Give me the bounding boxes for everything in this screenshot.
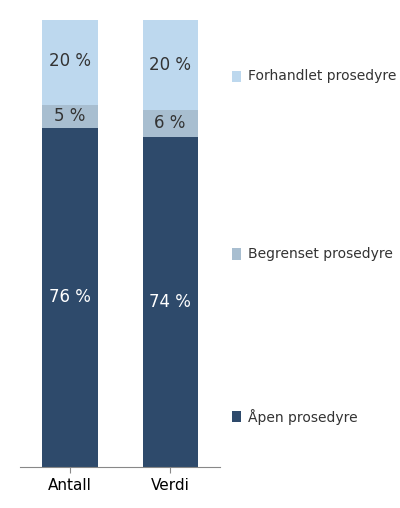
Text: Begrenset prosedyre: Begrenset prosedyre — [248, 247, 393, 261]
Text: Forhandlet prosedyre: Forhandlet prosedyre — [248, 69, 396, 83]
Bar — [142, 20, 198, 110]
Bar — [142, 137, 198, 467]
Text: 5 %: 5 % — [54, 107, 86, 125]
Text: Åpen prosedyre: Åpen prosedyre — [248, 408, 358, 425]
Text: 20 %: 20 % — [149, 56, 191, 74]
Text: 6 %: 6 % — [154, 114, 186, 132]
Bar — [42, 128, 98, 467]
Bar — [142, 110, 198, 137]
Text: 76 %: 76 % — [49, 289, 91, 306]
Bar — [42, 105, 98, 128]
Text: 20 %: 20 % — [49, 51, 91, 70]
Bar — [42, 16, 98, 105]
Text: 74 %: 74 % — [149, 293, 191, 311]
